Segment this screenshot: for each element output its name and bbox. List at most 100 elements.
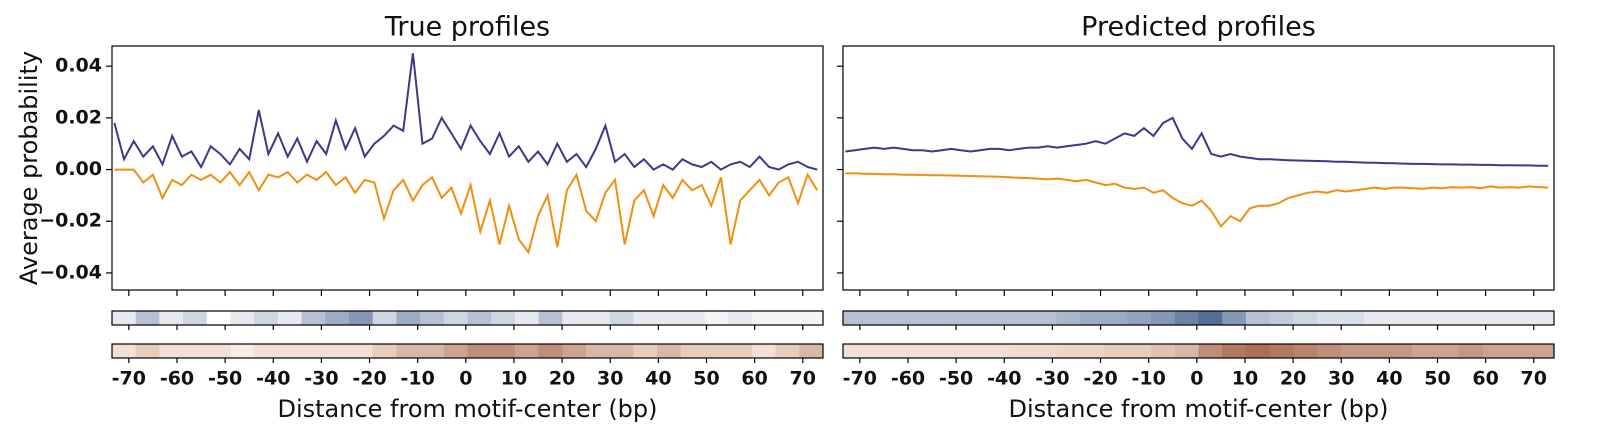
y-tick-label: 0.02 [55, 106, 102, 128]
y-axis-label: Average probability [15, 51, 43, 285]
x-tick-label: -20 [352, 368, 386, 390]
x-tick-label: 40 [1376, 368, 1402, 390]
heatmap-cell [680, 344, 705, 358]
profile-line [845, 116, 1549, 167]
heatmap-cell [206, 344, 231, 358]
heatmap-cell [680, 311, 705, 325]
heatmap-cell [914, 344, 939, 358]
heatmap-cell [799, 344, 824, 358]
heatmap-cell [135, 311, 160, 325]
heatmap-cell [1506, 344, 1531, 358]
x-tick-label: -50 [939, 368, 973, 390]
heatmap-cell [491, 344, 516, 358]
x-tick-label: -40 [987, 368, 1021, 390]
heatmap-cell [277, 311, 303, 325]
heatmap-frame [842, 310, 1555, 326]
y-tick-label: −0.04 [39, 261, 102, 283]
heatmap-cell [1056, 344, 1081, 358]
heatmap-cell [491, 311, 516, 325]
heatmap-cell [349, 311, 374, 325]
heatmap-cell [1127, 311, 1152, 325]
heatmap-cell [961, 344, 986, 358]
heatmap-cell [1032, 344, 1057, 358]
heatmap-cell [159, 311, 184, 325]
heatmap-cell [1008, 344, 1034, 358]
heatmap-cell [1032, 311, 1057, 325]
heatmap-cell [301, 311, 326, 325]
heatmap-cell [443, 344, 468, 358]
heatmap-cell [985, 311, 1010, 325]
heatmap-cell [1127, 344, 1152, 358]
heatmap-cell [657, 344, 682, 358]
heatmap-cell [657, 311, 682, 325]
heatmap-cell [396, 344, 421, 358]
heatmap-cell [1482, 344, 1508, 358]
x-tick-label: -70 [843, 368, 877, 390]
heatmap-cell [1435, 311, 1460, 325]
y-tick-label: 0.04 [55, 55, 102, 77]
heatmap-cell [562, 344, 587, 358]
heatmap-cell [751, 344, 777, 358]
heatmap-cell [1151, 311, 1176, 325]
heatmap-cell [937, 344, 962, 358]
y-tick-label: −0.02 [39, 210, 102, 232]
heatmap-cell [420, 311, 445, 325]
x-tick-label: 20 [549, 368, 575, 390]
heatmap-cell [538, 311, 563, 325]
heatmap-cell [183, 311, 208, 325]
chart-title: Predicted profiles [1081, 12, 1316, 43]
heatmap-cell [443, 311, 468, 325]
heatmap-cell [1530, 311, 1555, 325]
heatmap-cell [633, 311, 658, 325]
heatmap-cell [586, 344, 611, 358]
heatmap-cell [254, 311, 279, 325]
x-tick-label: -50 [208, 368, 242, 390]
heatmap-cell [609, 311, 634, 325]
heatmap-cell [277, 344, 303, 358]
heatmap-cell [349, 344, 374, 358]
x-tick-label: 70 [1521, 368, 1547, 390]
heatmap-cell [890, 344, 915, 358]
heatmap-frame [111, 343, 824, 359]
x-tick-label: 20 [1280, 368, 1306, 390]
heatmap-frame [111, 310, 824, 326]
heatmap-cell [1056, 311, 1081, 325]
x-tick-label: -60 [160, 368, 194, 390]
heatmap-cell [704, 311, 729, 325]
chart-title: True profiles [384, 12, 550, 43]
heatmap-cell [135, 344, 160, 358]
heatmap-cell [1269, 344, 1294, 358]
heatmap-cell [1388, 311, 1413, 325]
heatmap-cell [301, 344, 326, 358]
heatmap-cell [586, 311, 611, 325]
x-axis-label: Distance from motif-center (bp) [1008, 395, 1388, 423]
heatmap-cell [1530, 344, 1555, 358]
heatmap-cell [1411, 311, 1436, 325]
x-tick-label: -30 [304, 368, 338, 390]
heatmap-cell [1293, 311, 1318, 325]
heatmap-cell [633, 344, 658, 358]
heatmap-cell [1364, 311, 1389, 325]
x-tick-label: -20 [1083, 368, 1117, 390]
heatmap-cell [1222, 344, 1247, 358]
profile-line [845, 172, 1549, 229]
profile-line [113, 53, 818, 171]
x-tick-label: -60 [891, 368, 925, 390]
heatmap-cell [1364, 344, 1389, 358]
x-tick-label: 70 [790, 368, 816, 390]
x-tick-label: 50 [1424, 368, 1450, 390]
x-tick-label: -30 [1035, 368, 1069, 390]
heatmap-cell [159, 344, 184, 358]
heatmap-cell [1482, 311, 1508, 325]
heatmap-cell [538, 344, 563, 358]
heatmap-cell [562, 311, 587, 325]
heatmap-cell [183, 344, 208, 358]
heatmap-cell [1388, 344, 1413, 358]
heatmap-cell [1411, 344, 1436, 358]
x-tick-label: -10 [401, 368, 435, 390]
heatmap-cell [728, 311, 753, 325]
x-tick-label: 10 [501, 368, 527, 390]
plot-frame [111, 45, 824, 291]
heatmap-cell [728, 344, 753, 358]
x-tick-label: 50 [693, 368, 719, 390]
